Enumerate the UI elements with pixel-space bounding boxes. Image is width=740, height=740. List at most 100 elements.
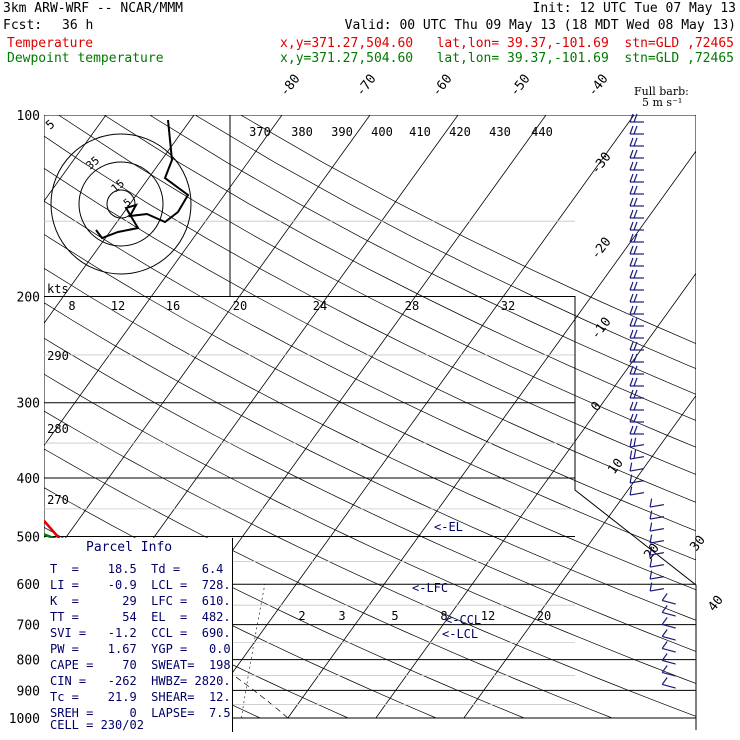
wind-barb-flag xyxy=(633,317,638,327)
wind-barb-flag xyxy=(633,197,638,207)
wind-barb-flag xyxy=(633,377,638,387)
wind-barb-flag xyxy=(649,534,653,544)
isotherm-label: -80 xyxy=(277,72,303,100)
barb-legend-value: 5 m s⁻¹ xyxy=(642,96,683,109)
mixing-ratio-label: 8 xyxy=(68,299,75,313)
wind-barb xyxy=(629,149,644,159)
parcel-info-panel: Parcel Info T = 18.5 Td = 6.4 LI = -0.9 … xyxy=(44,538,233,732)
pressure-tick-label: 700 xyxy=(17,619,40,634)
wind-barb-flag xyxy=(629,341,634,351)
isotherm-label: 30 xyxy=(687,533,708,555)
isotherm-line xyxy=(463,394,696,719)
wind-barb-flag xyxy=(629,329,634,339)
wind-barb-shaft xyxy=(649,588,664,592)
hodograph-trace xyxy=(95,119,190,240)
wind-barb-shaft xyxy=(662,611,676,617)
isotherm-label: -40 xyxy=(585,72,611,100)
parcel-row: T = 18.5 Td = 6.4 xyxy=(50,562,224,576)
hodograph-ring xyxy=(78,161,164,247)
pressure-tick-label: 300 xyxy=(17,397,40,412)
pressure-tick-label: 200 xyxy=(17,291,40,306)
moist-adiabat xyxy=(44,537,289,719)
theta-label: 440 xyxy=(531,125,553,139)
wind-barb-shaft xyxy=(649,504,664,508)
wind-barb-flag xyxy=(629,233,634,243)
wind-barb xyxy=(629,137,644,147)
theta-label: 280 xyxy=(47,422,69,436)
wind-barb-flag xyxy=(633,341,638,351)
pressure-tick-label: 1000 xyxy=(9,712,40,727)
isotherm-line xyxy=(375,272,696,719)
wind-barb xyxy=(661,629,676,641)
wind-barb xyxy=(629,413,644,423)
wind-barb-flag xyxy=(633,185,638,195)
dry-adiabat xyxy=(149,115,696,395)
level-annotation: <-EL xyxy=(434,520,463,534)
wind-barb-shaft xyxy=(629,468,644,472)
wind-barb-flag xyxy=(649,558,653,568)
isotherm-label: -50 xyxy=(507,72,533,100)
wind-barb-flag xyxy=(633,209,638,219)
wind-barb xyxy=(649,558,664,568)
wind-barb xyxy=(649,570,664,580)
wind-barb-flag xyxy=(629,413,634,423)
wind-barb-flag xyxy=(661,653,668,661)
level-annotation: <-LCL xyxy=(442,627,478,641)
wind-barb-flag xyxy=(629,173,634,183)
wind-barb-flag xyxy=(629,221,634,231)
wind-barb xyxy=(661,665,676,677)
wind-barb-flag xyxy=(633,413,638,423)
wind-barb-shaft xyxy=(649,564,664,568)
wind-barb xyxy=(629,233,644,243)
wind-barb-shaft xyxy=(629,492,644,496)
wind-barb-shaft xyxy=(662,623,676,629)
wind-barb-shaft xyxy=(662,671,676,677)
isotherm-label: 10 xyxy=(605,456,626,478)
mixing-ratio-label: 8 xyxy=(440,609,447,623)
plot-boundary xyxy=(574,296,697,730)
wind-barb xyxy=(649,534,664,544)
wind-barb-flag xyxy=(649,510,653,520)
wind-barb xyxy=(649,582,664,592)
parcel-row: PW = 1.67 YGP = 0.0 xyxy=(50,642,231,656)
wind-barb-flag xyxy=(629,161,634,171)
wind-barb xyxy=(629,221,644,231)
forecast-label: Fcst: xyxy=(3,18,43,33)
wind-barb-flag xyxy=(629,450,633,460)
parcel-row: CELL = 230/02 xyxy=(50,718,144,732)
wind-barb xyxy=(629,329,644,339)
wind-barb xyxy=(629,281,644,291)
wind-barb xyxy=(629,365,644,375)
wind-barb-flag xyxy=(629,353,634,363)
wind-barb-flag xyxy=(633,233,638,243)
wind-barb-shaft xyxy=(662,635,676,641)
parcel-row: TT = 54 EL = 482. xyxy=(50,610,231,624)
wind-barb xyxy=(661,677,676,689)
wind-barb-shaft xyxy=(662,599,676,605)
wind-barb-shaft xyxy=(649,516,664,520)
wind-barb xyxy=(629,125,644,135)
wind-barb xyxy=(629,474,644,484)
isotherm-line xyxy=(44,115,283,447)
wind-barb-flag xyxy=(629,245,634,255)
wind-barb xyxy=(629,317,644,327)
forecast-hour: 36 h xyxy=(62,18,94,33)
level-annotation: <-CCL xyxy=(445,613,481,627)
wind-barb-flag xyxy=(633,353,638,363)
parcel-row: K = 29 LFC = 610. xyxy=(50,594,231,608)
parcel-row: LI = -0.9 LCL = 728. xyxy=(50,578,231,592)
wind-barb-flag xyxy=(661,617,668,625)
wind-barb-shaft xyxy=(629,480,644,484)
parcel-row: SREH = 0 LAPSE= 7.5 xyxy=(50,706,231,720)
wind-barb-flag xyxy=(629,365,634,375)
wind-barb-flag xyxy=(661,593,668,601)
mixing-ratio-label: 5 xyxy=(391,609,398,623)
hodograph-ring xyxy=(106,189,136,219)
wind-barb xyxy=(629,113,644,123)
wind-barb-flag xyxy=(633,161,638,171)
wind-barb xyxy=(661,653,676,665)
wind-barb xyxy=(629,401,644,411)
wind-barb-flag xyxy=(633,329,638,339)
wind-barb-shaft xyxy=(649,552,664,556)
